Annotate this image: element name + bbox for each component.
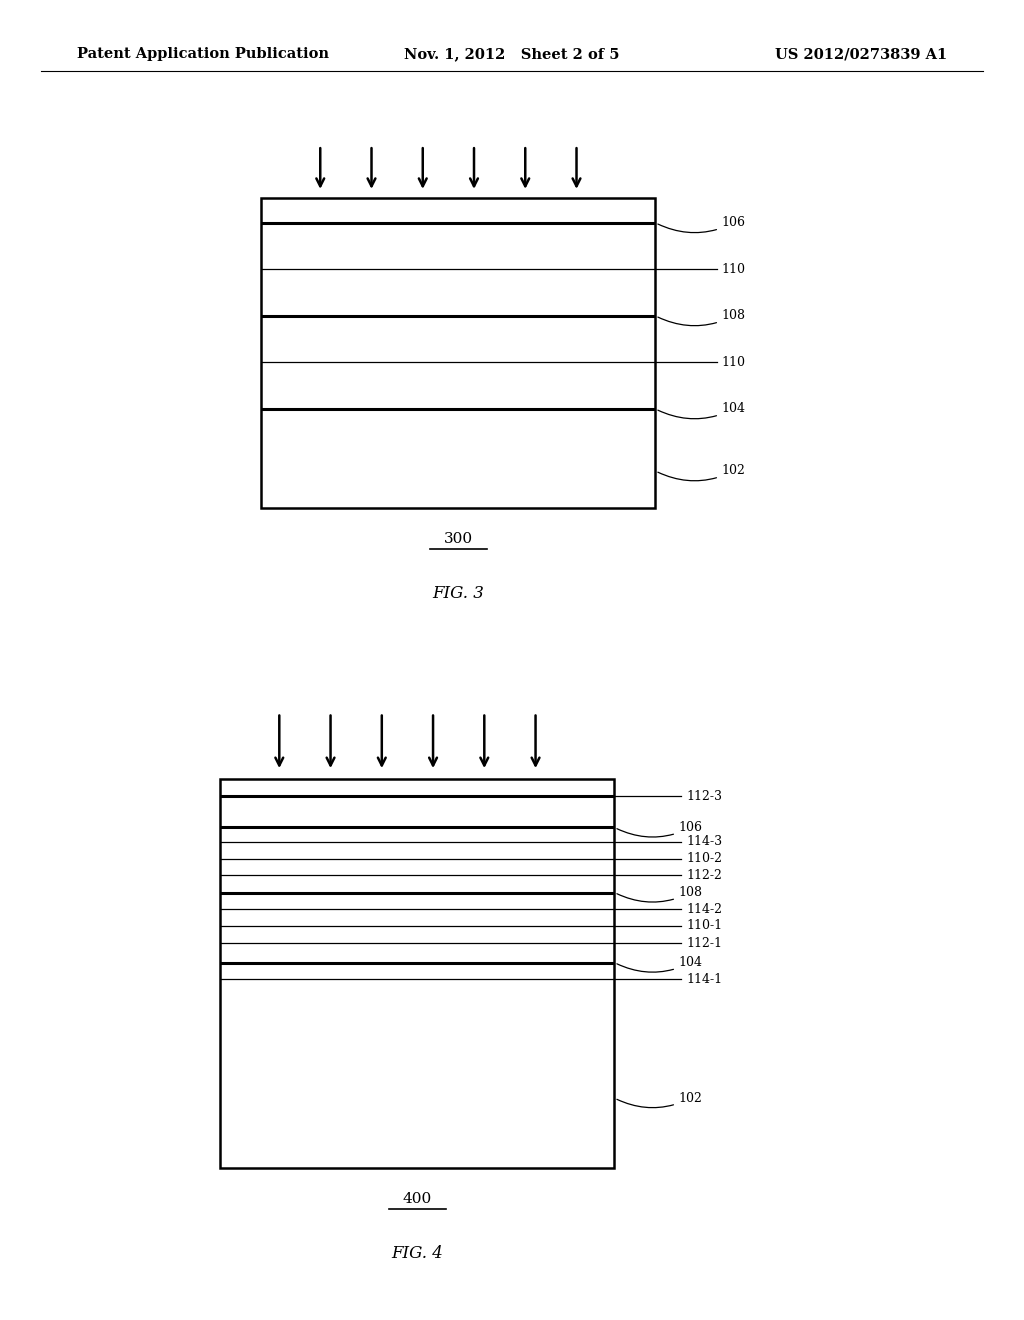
- Text: 112-3: 112-3: [686, 789, 722, 803]
- Text: 400: 400: [402, 1192, 432, 1206]
- Text: 110: 110: [722, 263, 745, 276]
- Text: 104: 104: [657, 403, 745, 418]
- Text: 102: 102: [616, 1092, 702, 1107]
- Text: 110-2: 110-2: [686, 853, 722, 865]
- Text: 114-1: 114-1: [686, 973, 722, 986]
- Text: 102: 102: [657, 465, 745, 480]
- Text: 106: 106: [657, 216, 745, 232]
- Text: 300: 300: [443, 532, 473, 546]
- Text: FIG. 3: FIG. 3: [432, 585, 484, 602]
- Text: 108: 108: [616, 886, 702, 902]
- Text: 114-3: 114-3: [686, 836, 722, 849]
- Bar: [261, 198, 655, 508]
- Text: US 2012/0273839 A1: US 2012/0273839 A1: [775, 48, 947, 61]
- Text: 110-1: 110-1: [686, 920, 722, 932]
- Text: 112-1: 112-1: [686, 937, 722, 949]
- Text: 104: 104: [616, 956, 702, 972]
- Text: Nov. 1, 2012   Sheet 2 of 5: Nov. 1, 2012 Sheet 2 of 5: [404, 48, 620, 61]
- Text: Patent Application Publication: Patent Application Publication: [77, 48, 329, 61]
- Text: 112-2: 112-2: [686, 869, 722, 882]
- Text: 114-2: 114-2: [686, 903, 722, 916]
- Text: 110: 110: [722, 356, 745, 368]
- Text: 108: 108: [657, 309, 745, 326]
- Text: 106: 106: [616, 821, 702, 837]
- Bar: [220, 779, 614, 1168]
- Text: FIG. 4: FIG. 4: [391, 1245, 443, 1262]
